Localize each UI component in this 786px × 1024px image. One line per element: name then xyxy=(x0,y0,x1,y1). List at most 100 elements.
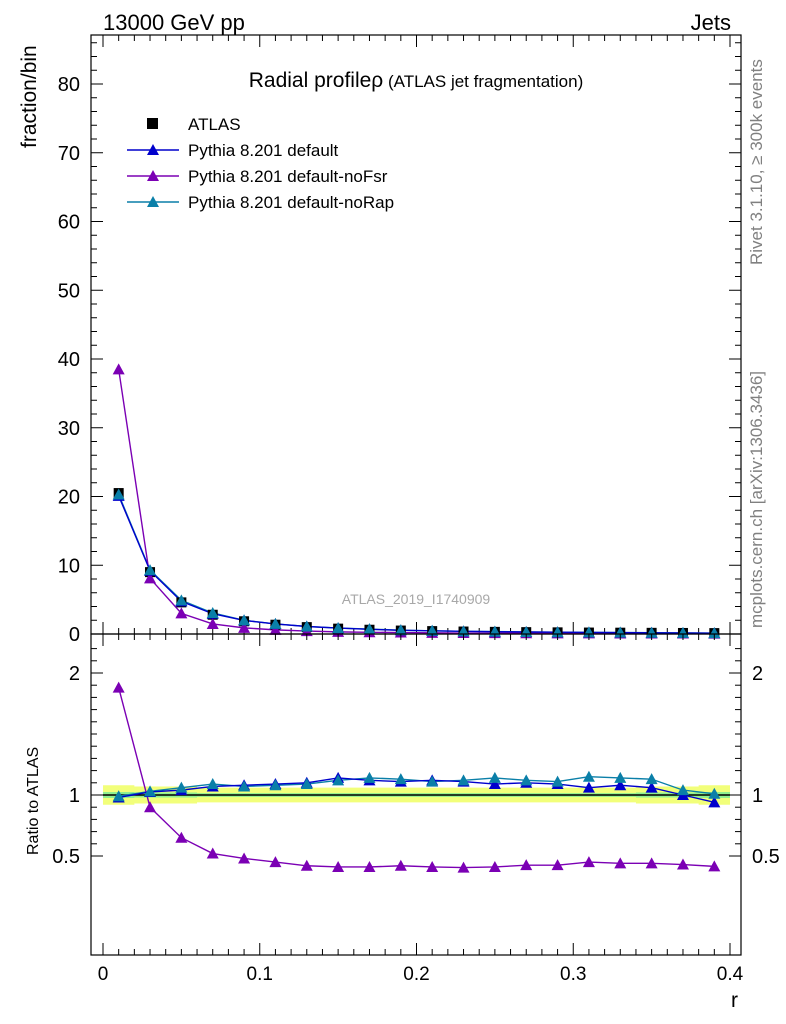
legend-marker-norap xyxy=(147,196,159,207)
ratio-point-default xyxy=(488,778,501,790)
main-ytick-label: 80 xyxy=(58,74,80,96)
main-ytick-label: 60 xyxy=(58,212,80,234)
legend-label-atlas: ATLAS xyxy=(188,115,241,134)
main-point-nofsr xyxy=(238,621,251,633)
main-point-norap xyxy=(175,594,188,606)
ratio-point-default xyxy=(614,779,627,791)
ratio-ytick-label-right: 2 xyxy=(752,663,763,685)
ratio-point-nofsr xyxy=(582,856,595,868)
ratio-xtick-label: 0.4 xyxy=(717,964,744,985)
ratio-point-default xyxy=(645,781,658,793)
main-ylabel: fraction/bin xyxy=(18,45,41,148)
ratio-point-norap xyxy=(457,774,470,786)
ratio-xtick-label: 0.1 xyxy=(247,964,273,985)
ratio-point-norap xyxy=(175,781,188,793)
ratio-point-nofsr xyxy=(488,860,501,872)
main-point-norap xyxy=(206,606,219,618)
ratio-point-norap xyxy=(238,780,251,792)
plot-title-main: Radial profileρ xyxy=(249,69,384,92)
ratio-point-nofsr xyxy=(112,681,125,693)
ratio-point-nofsr xyxy=(520,859,533,871)
main-point-norap xyxy=(645,626,658,638)
ratio-point-default xyxy=(582,781,595,793)
ratio-xtick-label: 0 xyxy=(98,964,109,985)
main-ytick-label: 0 xyxy=(69,624,80,646)
ratio-point-norap xyxy=(645,773,658,785)
ratio-ytick-label-right: 1 xyxy=(752,785,763,807)
legend-entry-norap: Pythia 8.201 default-noRap xyxy=(127,193,394,212)
ratio-ytick-label: 2 xyxy=(69,663,80,685)
main-line-default xyxy=(118,495,715,634)
ratio-point-nofsr xyxy=(676,858,689,870)
main-ytick-label: 10 xyxy=(58,555,80,577)
ratio-line-default xyxy=(118,777,715,804)
ratio-xtick-label: 0.3 xyxy=(560,964,586,985)
plot-title-sub: (ATLAS jet fragmentation) xyxy=(383,72,583,91)
main-point-nofsr xyxy=(206,617,219,629)
main-point-nofsr xyxy=(112,363,125,375)
ratio-point-default xyxy=(708,796,721,808)
ratio-point-nofsr xyxy=(269,856,282,868)
main-point-norap xyxy=(332,622,345,634)
ratio-point-norap xyxy=(614,771,627,783)
main-point-norap xyxy=(676,626,689,638)
ratio-point-nofsr xyxy=(708,860,721,872)
header-left: 13000 GeV pp xyxy=(103,10,245,35)
ratio-point-nofsr xyxy=(457,861,470,873)
ratio-point-norap xyxy=(676,784,689,796)
main-ytick-label: 70 xyxy=(58,143,80,165)
ratio-ylabel: Ratio to ATLAS xyxy=(25,747,42,855)
legend-label-nofsr: Pythia 8.201 default-noFsr xyxy=(188,167,388,186)
main-point-norap xyxy=(300,620,313,632)
side-label-bottom: mcplots.cern.ch [arXiv:1306.3436] xyxy=(747,371,766,628)
ratio-point-nofsr xyxy=(206,847,219,859)
ratio-line-nofsr xyxy=(117,687,715,869)
ratio-point-norap xyxy=(520,774,533,786)
legend-marker-atlas xyxy=(147,118,158,129)
ratio-point-nofsr xyxy=(551,859,564,871)
ratio-panel: 0 0.1 0.2 0.3 0.4 0.5 0.5 1 1 2 2 xyxy=(52,633,780,985)
main-panel: 0 10 20 30 40 50 60 70 80 xyxy=(58,34,742,646)
legend-entry-default: Pythia 8.201 default xyxy=(127,141,339,160)
legend: ATLAS Pythia 8.201 default Pythia 8.201 … xyxy=(127,115,394,212)
plot-title: Radial profileρ (ATLAS jet fragmentation… xyxy=(249,69,584,92)
main-point-norap xyxy=(144,564,157,576)
ratio-point-nofsr xyxy=(144,801,157,813)
ratio-point-norap xyxy=(582,770,595,782)
analysis-watermark: ATLAS_2019_I1740909 xyxy=(342,591,491,607)
header-right: Jets xyxy=(691,10,731,35)
main-point-norap xyxy=(708,627,721,639)
main-ytick-label: 20 xyxy=(58,487,80,509)
ratio-xtick-label: 0.2 xyxy=(403,964,429,985)
ratio-xlabel: r xyxy=(731,989,738,1012)
ratio-point-norap xyxy=(551,775,564,787)
ratio-ytick-label-right: 0.5 xyxy=(752,846,780,868)
legend-marker-default xyxy=(147,144,159,155)
ratio-point-norap xyxy=(112,790,125,802)
main-point-norap xyxy=(238,614,251,626)
ratio-point-nofsr xyxy=(426,860,439,872)
legend-label-default: Pythia 8.201 default xyxy=(188,141,339,160)
main-ytick-label: 30 xyxy=(58,418,80,440)
ratio-point-norap xyxy=(363,771,376,783)
ratio-point-nofsr xyxy=(300,859,313,871)
ratio-ytick-label: 1 xyxy=(69,785,80,807)
main-point-norap xyxy=(394,624,407,636)
ratio-point-norap xyxy=(269,779,282,791)
ratio-point-nofsr xyxy=(614,857,627,869)
legend-marker-nofsr xyxy=(147,170,159,181)
ratio-point-norap xyxy=(332,774,345,786)
ratio-ytick-label: 0.5 xyxy=(52,846,80,868)
main-ytick-label: 40 xyxy=(58,349,80,371)
ratio-point-nofsr xyxy=(645,857,658,869)
main-point-nofsr xyxy=(144,572,157,584)
ratio-point-nofsr xyxy=(238,852,251,864)
main-point-norap xyxy=(614,626,627,638)
ratio-point-norap xyxy=(300,778,313,790)
main-point-norap xyxy=(426,624,439,636)
ratio-point-norap xyxy=(708,787,721,799)
ratio-point-nofsr xyxy=(394,859,407,871)
ratio-point-nofsr xyxy=(175,831,188,843)
ratio-point-nofsr xyxy=(332,860,345,872)
